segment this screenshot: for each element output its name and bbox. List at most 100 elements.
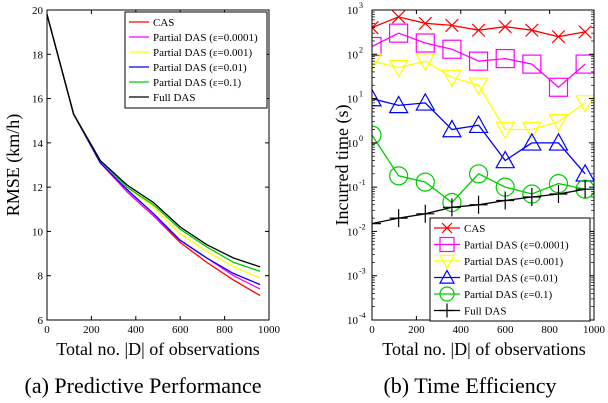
chart-b-ytick-exp-2: -2 xyxy=(359,222,366,231)
chart-b-point-1-0 xyxy=(372,36,382,57)
chart-b-point-2-5 xyxy=(495,121,516,140)
chart-a-ytick-label-0: 6 xyxy=(38,315,44,327)
chart-a-legend-label-5: Full DAS xyxy=(153,92,196,104)
chart-b-series-line-0 xyxy=(372,16,586,38)
chart-b-xtick-label-5: 1000 xyxy=(583,324,606,336)
chart-a-xtick-label-0: 0 xyxy=(44,324,50,336)
chart-b-ytick-exp-0: -4 xyxy=(359,311,366,320)
chart-a-ylabel: RMSE (km/h) xyxy=(3,114,24,217)
chart-a-xtick-label-2: 400 xyxy=(128,324,145,336)
chart-a-series-line-5 xyxy=(46,14,261,268)
chart-b-point-5-5 xyxy=(496,191,515,210)
chart-b-point-5-7 xyxy=(549,185,568,204)
chart-b-point-3-6 xyxy=(521,132,542,151)
chart-b-point-4-2 xyxy=(415,172,435,192)
chart-b-point-2-2 xyxy=(415,53,436,72)
chart-b-series-line-2 xyxy=(372,60,586,131)
chart-b-legend-swatch-marker-2 xyxy=(438,254,456,270)
chart-b-point-0-3 xyxy=(445,18,459,33)
chart-b-legend-label-0: CAS xyxy=(464,223,485,235)
chart-b-ytick-exp-4: 0 xyxy=(359,134,363,143)
chart-b-point-5-6 xyxy=(522,187,541,206)
chart-b-xlabel: Total no. |D| of observations xyxy=(382,339,585,359)
chart-b-point-3-0 xyxy=(372,88,383,107)
chart-b-point-2-0 xyxy=(372,53,383,72)
chart-a-legend-label-4: Partial DAS (ε=0.1) xyxy=(153,77,241,89)
chart-b-caption: (b) Time Efficiency xyxy=(383,373,556,398)
chart-b-point-5-0 xyxy=(372,214,381,233)
chart-a-xtick-label-3: 600 xyxy=(172,324,189,336)
chart-b-ytick-label-5: 10 xyxy=(347,94,359,106)
chart-b-point-0-8 xyxy=(578,25,592,39)
chart-b-point-1-7 xyxy=(548,77,569,97)
chart-b-point-2-8 xyxy=(575,95,594,114)
chart-b-ytick-exp-5: 1 xyxy=(359,90,363,99)
chart-a-legend-label-3: Partial DAS (ε=0.01) xyxy=(153,62,247,74)
chart-a-legend-box xyxy=(124,11,268,109)
chart-b-legend-label-4: Partial DAS (ε=0.1) xyxy=(464,289,552,301)
chart-b-ytick-label-0: 10 xyxy=(347,315,359,327)
chart-b-point-0-0 xyxy=(372,20,379,35)
chart-b-legend-label-3: Partial DAS (ε=0.01) xyxy=(464,273,558,285)
chart-b-point-3-3 xyxy=(441,119,462,138)
chart-b-point-3-7 xyxy=(548,132,569,151)
chart-b-point-4-0 xyxy=(372,125,382,145)
chart-b-xtick-label-1: 200 xyxy=(408,324,425,336)
chart-a-series xyxy=(46,14,261,297)
chart-b-point-2-6 xyxy=(521,121,542,140)
chart-a-caption: (a) Predictive Performance xyxy=(25,373,262,398)
chart-b-point-1-1 xyxy=(389,23,409,43)
chart-b-ytick-label-7: 10 xyxy=(347,5,359,17)
chart-b-legend: CAS Partial DAS (ε=0.0001) Partial DAS (ε=… xyxy=(429,217,591,322)
chart-b-xtick-label-0: 0 xyxy=(369,324,375,336)
chart-a-axes-frame xyxy=(46,9,270,321)
chart-b-series-line-3 xyxy=(372,97,586,175)
chart-a-xtick-label-4: 800 xyxy=(216,324,233,336)
chart-b-xtick-label-4: 800 xyxy=(541,324,558,336)
chart-a-legend-label-1: Partial DAS (ε=0.0001) xyxy=(153,32,258,44)
chart-b-point-5-3 xyxy=(442,198,461,217)
chart-a-xlabel: Total no. |D| of observations xyxy=(56,339,259,359)
chart-b-point-0-4 xyxy=(471,23,486,37)
chart-b-legend-label-2: Partial DAS (ε=0.001) xyxy=(464,256,563,268)
chart-b-series xyxy=(372,10,594,233)
chart-b-legend-label-1: Partial DAS (ε=0.0001) xyxy=(464,240,569,252)
chart-b-legend-swatch-marker-0 xyxy=(441,222,453,234)
chart-a-ytick-label-7: 20 xyxy=(32,5,44,17)
chart-b-point-0-1 xyxy=(391,10,406,24)
chart-a-legend-label-2: Partial DAS (ε=0.001) xyxy=(153,47,252,59)
chart-b-point-4-1 xyxy=(389,166,409,186)
chart-b-point-0-7 xyxy=(551,29,566,44)
chart-b-point-1-5 xyxy=(495,48,515,69)
chart-a-ytick-label-2: 10 xyxy=(32,226,44,238)
chart-b-point-0-2 xyxy=(418,16,433,31)
chart-b-point-5-4 xyxy=(469,195,488,214)
chart-a-ytick-label-5: 16 xyxy=(32,94,44,106)
chart-b-point-1-2 xyxy=(415,33,435,53)
chart-a: 0 200 400 600 800 1000 6 8 10 12 14 16 18 20 CAS Parti… xyxy=(3,5,281,398)
chart-b-legend-swatch-marker-4 xyxy=(439,286,455,302)
chart-b-point-2-1 xyxy=(388,59,409,78)
chart-b-point-5-1 xyxy=(389,209,408,228)
chart-a-legend: CAS Partial DAS (ε=0.0001) Partial DAS (ε=… xyxy=(124,11,268,109)
chart-b-ytick-exp-3: -1 xyxy=(359,178,366,187)
chart-b-point-1-8 xyxy=(575,54,594,74)
chart-b-point-5-2 xyxy=(416,204,435,223)
chart-a-ytick-label-3: 12 xyxy=(32,182,43,194)
chart-b-ytick-exp-7: 3 xyxy=(359,1,363,10)
chart-b-ytick-label-2: 10 xyxy=(347,226,359,238)
chart-b-point-2-3 xyxy=(441,69,462,88)
chart-a-xtick-label-1: 200 xyxy=(83,324,100,336)
chart-b-legend-box xyxy=(429,217,591,322)
chart-b-point-0-6 xyxy=(525,23,539,37)
chart-b-legend-swatch-marker-3 xyxy=(438,269,456,284)
chart-a-ytick-label-1: 8 xyxy=(38,271,44,283)
chart-b-point-0-5 xyxy=(498,19,512,34)
chart-a-xtick-label-5: 1000 xyxy=(258,324,281,336)
chart-b-ytick-label-6: 10 xyxy=(347,49,359,61)
chart-b-xtick-label-3: 600 xyxy=(497,324,514,336)
chart-b-point-3-5 xyxy=(495,150,516,169)
